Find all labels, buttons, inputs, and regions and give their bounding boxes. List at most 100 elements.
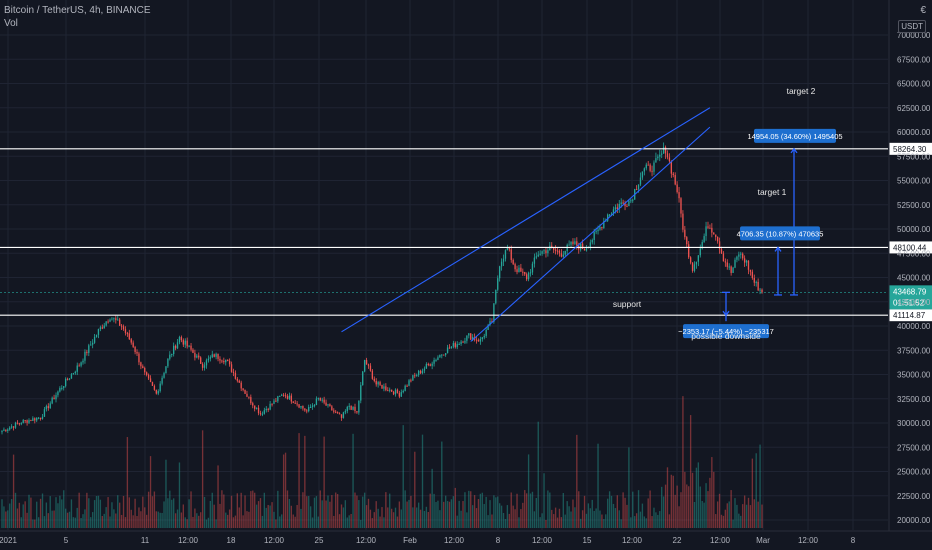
volume-bar [554,507,557,528]
candle-body [745,260,748,263]
volume-bar [369,509,372,528]
volume-bar [128,497,130,528]
candle-body [180,337,183,341]
volume-bar [518,517,520,528]
candle-body [514,264,516,270]
volume-bar [510,492,512,528]
candle-body [734,259,736,268]
candle-body [607,214,609,221]
candle-body [157,391,159,394]
candle-body [51,397,53,404]
volume-bar [240,492,242,528]
candle-body [269,403,271,410]
volume-bar [738,513,740,528]
candle-body [603,221,605,229]
candle-body [311,405,314,408]
candle-body [205,360,208,366]
volume-bar [676,485,678,528]
candle-body [271,403,273,405]
candle-body [379,382,381,385]
volume-bar [103,513,105,528]
volume-bar [659,511,661,528]
volume-bar [61,499,63,528]
candle-body [497,278,499,290]
candle-body [423,368,426,371]
candle-body [36,417,38,421]
volume-bar [512,505,514,528]
candle-body [711,227,713,233]
volume-bar [649,490,651,528]
volume-bar [155,511,157,528]
candle-body [342,412,345,418]
volume-bar [248,511,250,528]
volume-bar [608,491,611,528]
volume-bar [525,493,528,528]
volume-bar [695,467,698,528]
candle-body [18,423,21,425]
candle-body [562,254,564,257]
candle-body [597,229,599,232]
volume-bar [309,506,312,528]
volume-bar [580,518,582,528]
candle-body [518,267,520,273]
volume-bar [406,501,408,528]
volume-bar [749,505,752,528]
candle-body [244,389,246,394]
candle-body [118,319,121,326]
price-axis[interactable]: 20000.00 22500.00 25000.00 27500.00 30000.00… [888,0,931,531]
candle-body [273,400,275,404]
volume-bar [99,499,102,528]
volume-bar [64,508,67,528]
volume-bar [670,474,673,528]
volume-indicator-label[interactable]: Vol [4,18,18,29]
volume-bar [242,515,244,528]
volume-bar [678,506,680,528]
volume-bar [547,490,549,528]
volume-bar [12,454,15,528]
candle-body [522,271,524,273]
candle-body [304,408,306,411]
candle-body [74,371,76,374]
volume-bar [697,462,700,528]
volume-bar [444,495,447,528]
currency-icon[interactable]: € [920,5,926,16]
candle-body [678,192,680,199]
volume-bar [157,511,159,528]
candle-body [207,358,210,361]
candle-body [454,343,456,348]
volume-bar [736,504,738,528]
candle-body [171,354,173,356]
volume-bar [578,491,580,528]
candle-body [356,411,358,413]
volume-bar [477,499,480,528]
candle-body [336,412,339,414]
candle-body [174,345,177,349]
candle-body [410,380,412,382]
volume-bar [82,514,84,528]
candle-body [333,410,335,412]
volume-bar [163,501,165,528]
volume-bar [122,495,125,528]
candle-body [747,260,750,270]
currency-badge[interactable]: USDT [898,20,926,33]
x-tick-label: Mar [756,536,770,545]
candle-body [24,420,26,422]
candle-body [761,289,763,293]
symbol-title[interactable]: Bitcoin / TetherUS, 4h, BINANCE [4,5,151,16]
volume-bar [672,475,674,528]
time-axis[interactable]: 2021 5 11 12:00 18 12:00 25 12:00 Feb 12:00 8 12:00… [0,530,932,545]
candle-body [686,237,688,245]
candle-body [1,430,3,433]
volume-bar [620,519,622,528]
annotation-text: possible downside [691,331,761,341]
candle-body [115,318,117,321]
candle-body [622,202,624,204]
volume-bar [709,477,711,528]
candle-body [387,390,389,392]
candle-body [153,385,156,390]
y-tick-label: 57500.00 [897,152,931,161]
volume-bar [95,496,98,528]
volume-bar [634,516,636,528]
volume-bar [581,510,584,528]
